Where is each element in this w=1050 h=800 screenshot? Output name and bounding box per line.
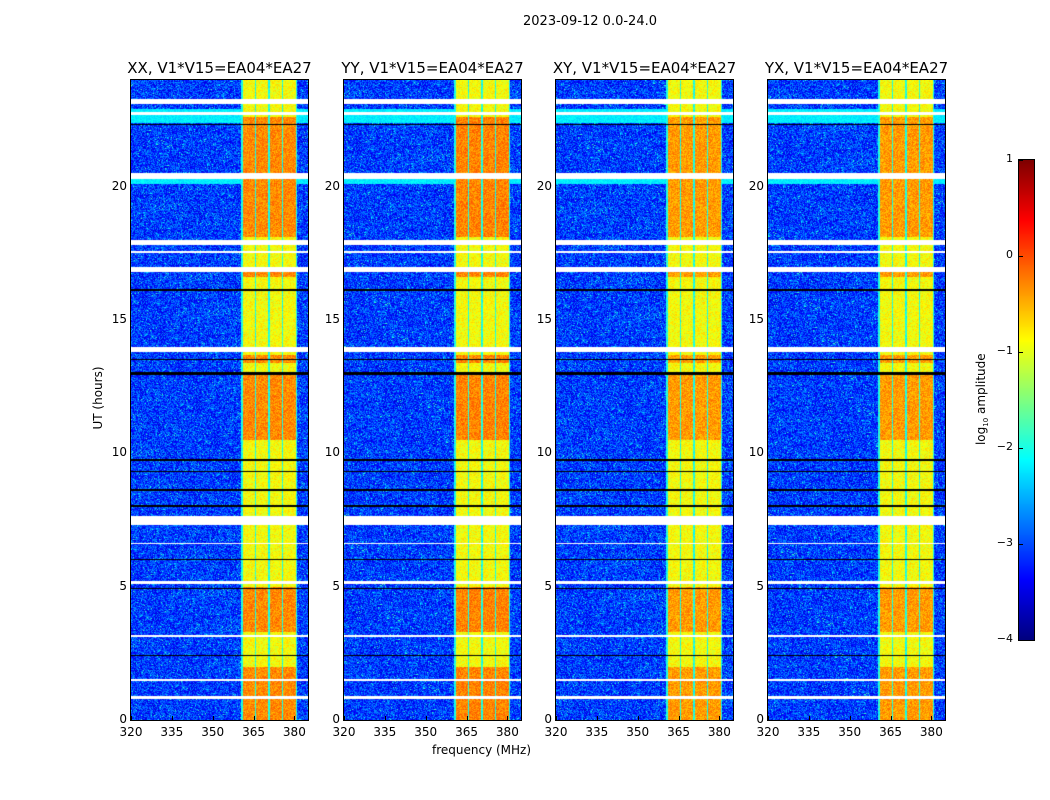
- y-tick-label: 0: [544, 712, 552, 726]
- colorbar-tick-label: −1: [996, 344, 1013, 357]
- x-tick-mark: [131, 716, 132, 720]
- y-tick-label: 20: [111, 178, 127, 193]
- y-tick-label: 20: [324, 178, 340, 193]
- x-tick-mark: [253, 716, 255, 720]
- colorbar-tick-label: 0: [1006, 248, 1013, 261]
- heatmap-panel: [131, 80, 308, 720]
- y-tick-label: 15: [536, 312, 552, 326]
- colorbar-tick-mark: [1019, 544, 1023, 545]
- x-tick-label: 335: [585, 725, 609, 739]
- y-tick-label: 0: [756, 712, 764, 726]
- y-axis-label: UT (hours): [91, 366, 105, 430]
- x-tick-mark: [344, 716, 345, 720]
- y-tick-label: 20: [748, 178, 764, 193]
- x-tick-label: 320: [119, 725, 143, 739]
- y-tick-label: 0: [119, 712, 127, 726]
- x-tick-label: 335: [373, 725, 397, 739]
- x-tick-mark: [596, 716, 598, 720]
- panel-title: YX, V1*V15=EA04*EA27: [764, 59, 949, 77]
- y-tick-label: 10: [536, 445, 552, 460]
- x-tick-label: 365: [455, 725, 478, 739]
- colorbar-tick-mark: [1019, 352, 1023, 353]
- panel-title: XY, V1*V15=EA04*EA27: [552, 59, 737, 77]
- heatmap-panel: [344, 80, 521, 720]
- x-tick-label: 350: [414, 725, 438, 739]
- x-tick-mark: [466, 716, 468, 720]
- x-tick-mark: [849, 716, 851, 720]
- colorbar: [1019, 160, 1034, 640]
- figure-title: 2023-09-12 0.0-24.0: [523, 14, 657, 29]
- heatmap-panel: [556, 80, 733, 720]
- x-tick-label: 365: [879, 725, 902, 739]
- x-tick-mark: [425, 716, 427, 720]
- y-tick-label: 5: [756, 578, 764, 593]
- y-tick-label: 10: [324, 445, 340, 460]
- y-tick-label: 5: [544, 578, 552, 593]
- y-tick-label: 15: [111, 312, 127, 326]
- x-tick-mark: [171, 716, 173, 720]
- colorbar-tick-mark: [1019, 448, 1023, 449]
- x-tick-label: 335: [797, 725, 821, 739]
- x-tick-mark: [294, 716, 296, 720]
- heatmap-panel: [768, 80, 945, 720]
- x-tick-label: 350: [626, 725, 650, 739]
- x-tick-label: 380: [282, 725, 306, 739]
- x-tick-mark: [808, 716, 810, 720]
- colorbar-tick-mark: [1019, 256, 1023, 257]
- y-tick-label: 5: [119, 578, 127, 593]
- x-tick-label: 365: [242, 725, 265, 739]
- y-tick-label: 15: [748, 312, 764, 326]
- x-tick-mark: [719, 716, 721, 720]
- x-tick-label: 320: [756, 725, 780, 739]
- panel-title: YY, V1*V15=EA04*EA27: [341, 59, 524, 77]
- y-tick-label: 15: [324, 312, 340, 326]
- x-tick-mark: [890, 716, 892, 720]
- x-tick-mark: [384, 716, 386, 720]
- x-tick-label: 350: [201, 725, 225, 739]
- x-tick-label: 365: [667, 725, 690, 739]
- y-tick-label: 5: [332, 578, 340, 593]
- colorbar-label: log10 amplitude: [973, 353, 991, 446]
- x-tick-label: 380: [495, 725, 519, 739]
- x-tick-label: 335: [160, 725, 184, 739]
- x-tick-label: 320: [332, 725, 356, 739]
- colorbar-tick-label: 1: [1006, 152, 1013, 165]
- x-tick-mark: [768, 716, 769, 720]
- x-axis-label: frequency (MHz): [432, 743, 532, 757]
- x-tick-label: 380: [919, 725, 943, 739]
- panel-title: XX, V1*V15=EA04*EA27: [127, 59, 312, 77]
- colorbar-tick-label: −2: [996, 440, 1013, 453]
- x-tick-label: 350: [838, 725, 862, 739]
- x-tick-mark: [507, 716, 509, 720]
- x-tick-mark: [212, 716, 214, 720]
- colorbar-tick-label: −4: [996, 632, 1013, 645]
- colorbar-tick-mark: [1019, 640, 1023, 641]
- y-tick-label: 10: [748, 445, 764, 460]
- x-tick-label: 320: [544, 725, 568, 739]
- x-tick-label: 380: [707, 725, 731, 739]
- colorbar-tick-mark: [1019, 160, 1023, 161]
- x-tick-mark: [931, 716, 933, 720]
- y-tick-label: 10: [111, 445, 127, 460]
- y-tick-label: 0: [332, 712, 340, 726]
- x-tick-mark: [637, 716, 639, 720]
- x-tick-mark: [556, 716, 557, 720]
- colorbar-tick-label: −3: [996, 536, 1013, 549]
- x-tick-mark: [678, 716, 680, 720]
- y-tick-label: 20: [536, 178, 552, 193]
